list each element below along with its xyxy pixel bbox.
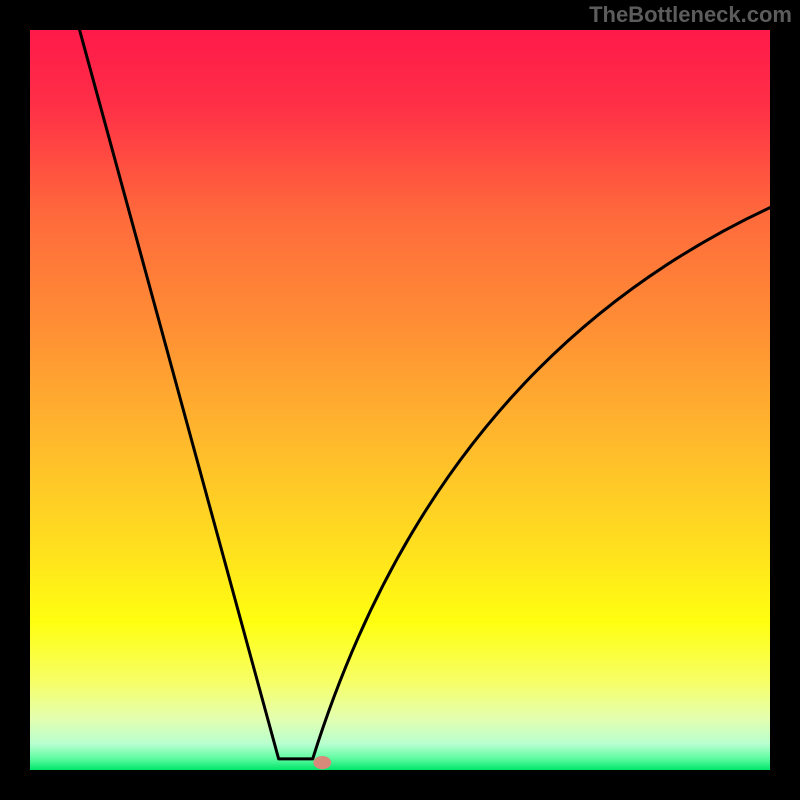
curve-overlay <box>30 30 770 770</box>
optimal-point-marker <box>313 756 331 769</box>
bottleneck-figure: TheBottleneck.com <box>0 0 800 800</box>
plot-area <box>30 30 770 770</box>
bottleneck-curve <box>80 30 770 759</box>
attribution-label: TheBottleneck.com <box>589 2 792 28</box>
